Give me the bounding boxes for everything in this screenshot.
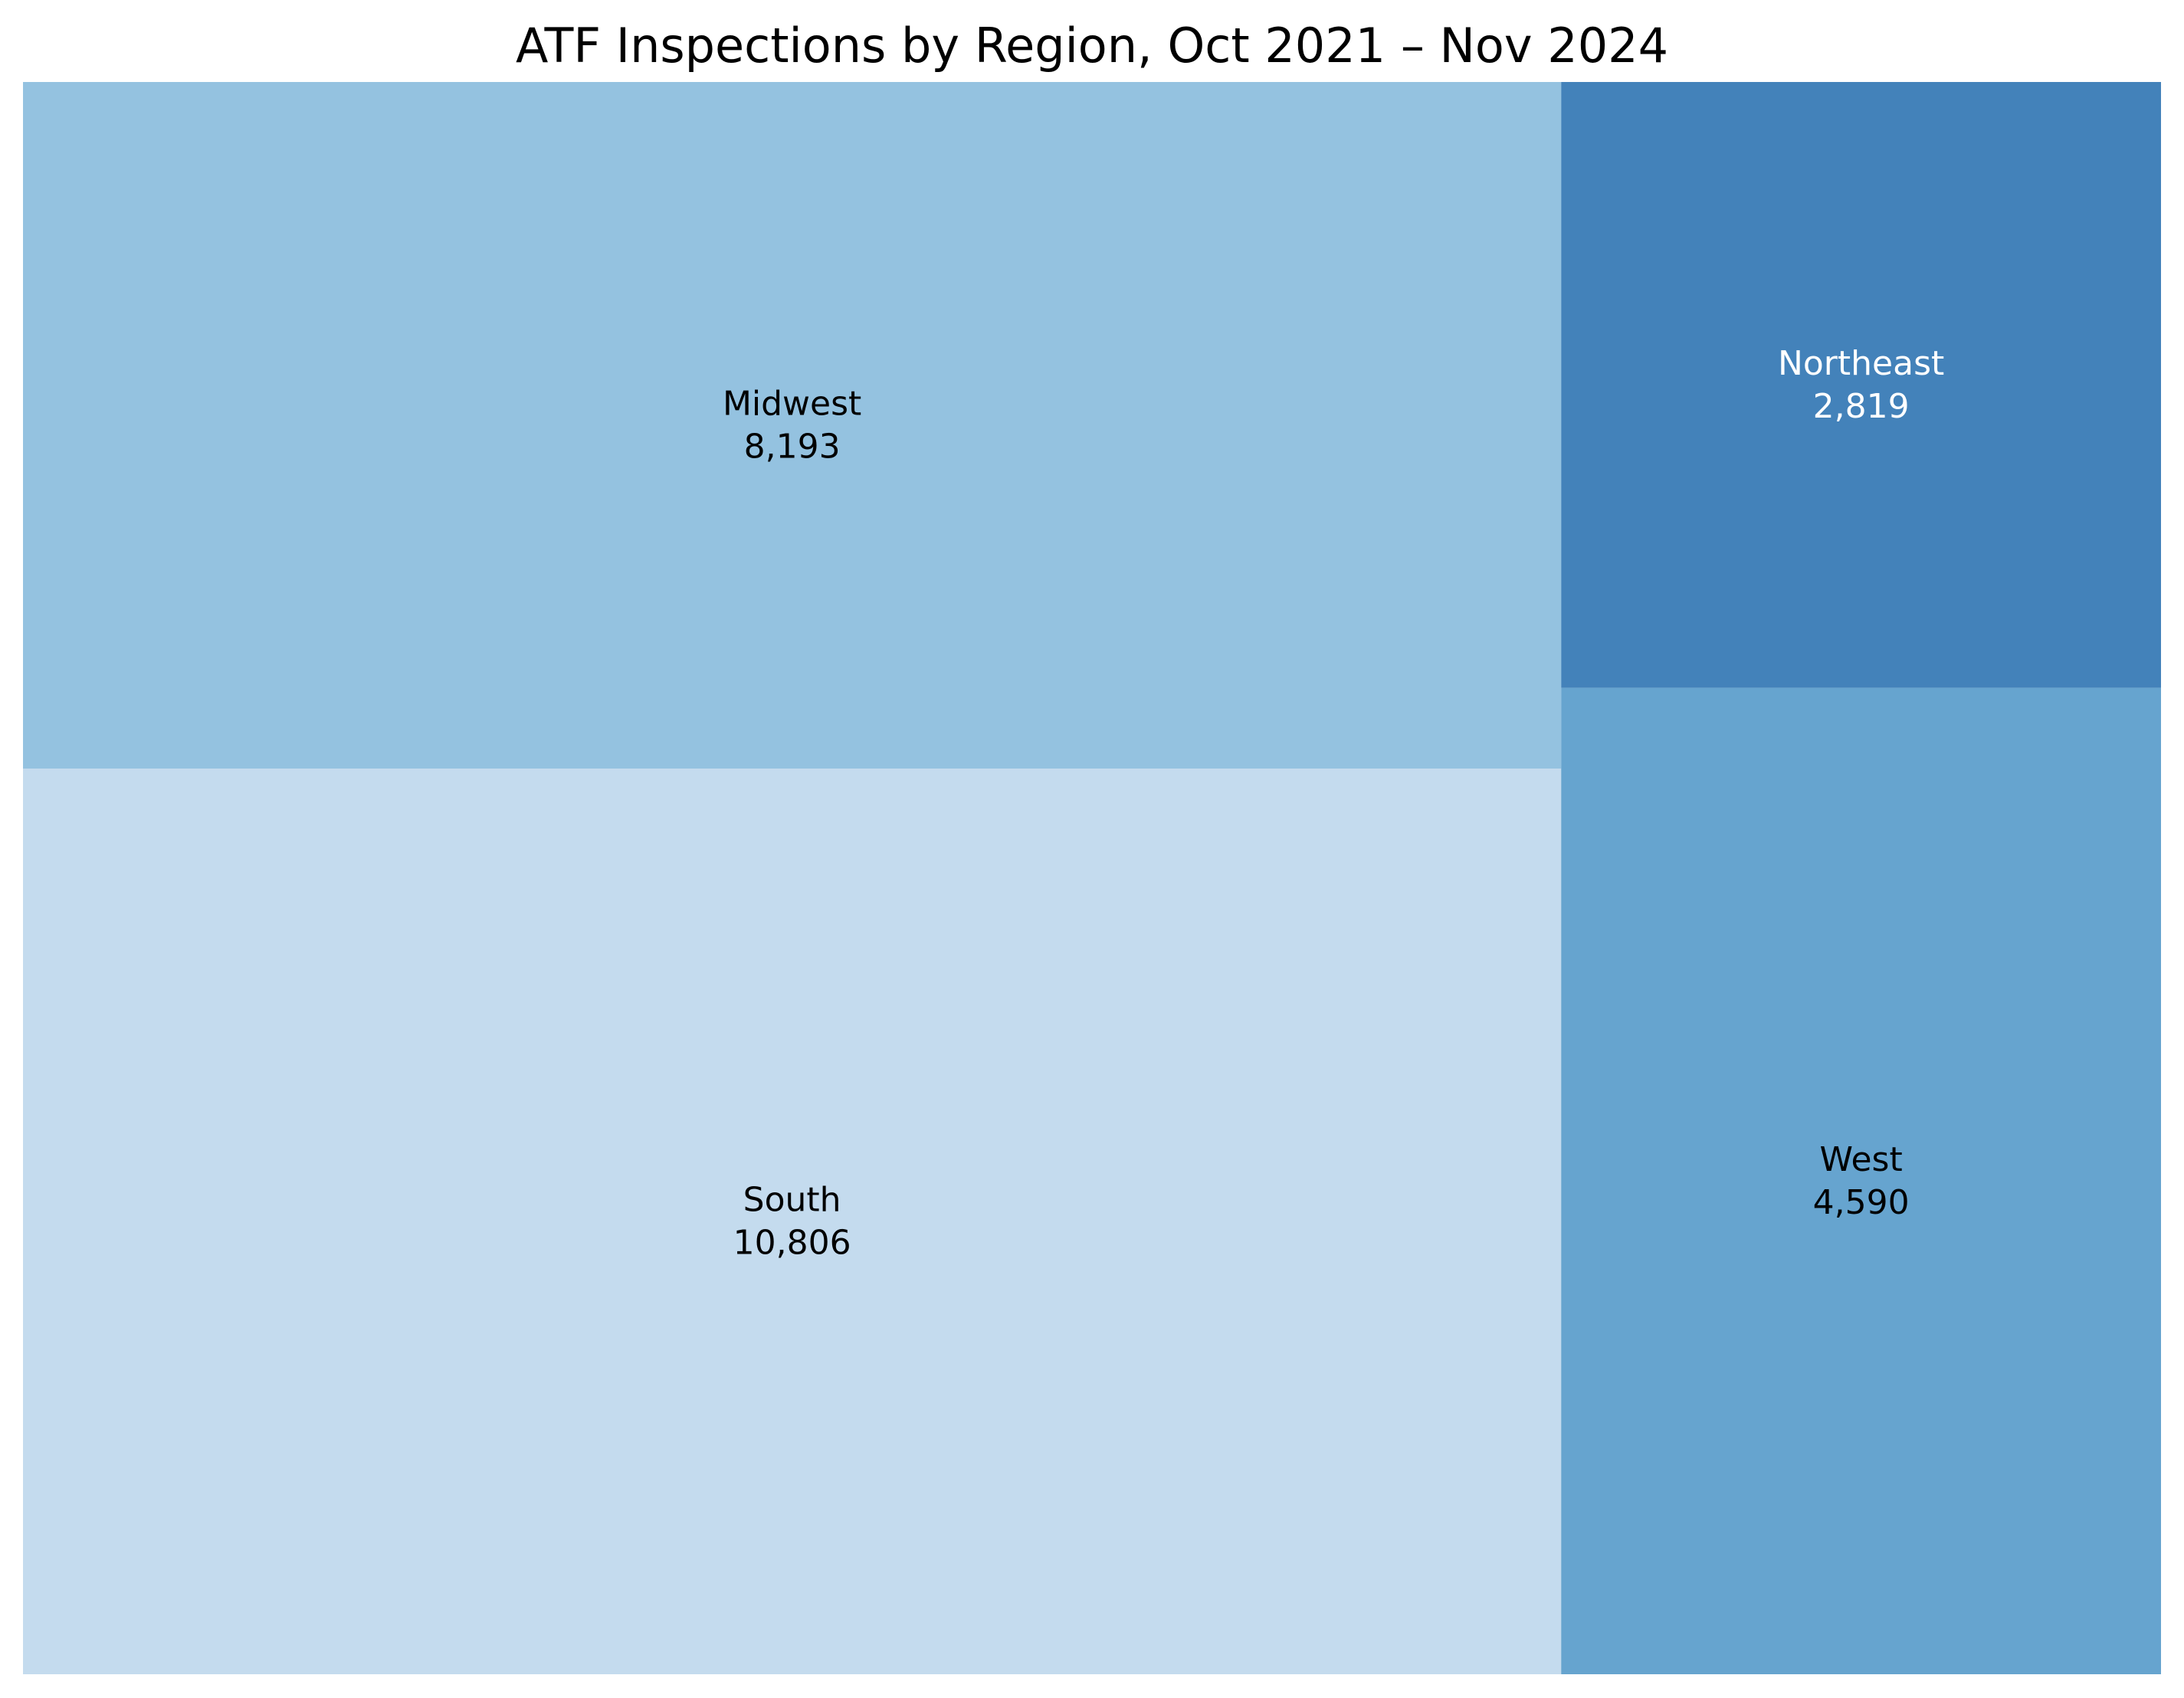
- tile-name-label: Northeast: [1778, 344, 1944, 383]
- tile-value-label: 2,819: [1813, 387, 1910, 426]
- tile-rect-northeast: [1561, 82, 2161, 688]
- tile-name-label: West: [1820, 1140, 1903, 1179]
- tile-midwest: Midwest 8,193: [23, 82, 1562, 769]
- tile-value-label: 4,590: [1813, 1183, 1910, 1222]
- tile-south: South 10,806: [23, 769, 1562, 1674]
- tile-rect-south: [23, 769, 1562, 1674]
- tile-value-label: 10,806: [733, 1224, 851, 1263]
- tile-west: West 4,590: [1561, 687, 2161, 1675]
- tile-name-label: Midwest: [723, 385, 861, 424]
- tile-rect-midwest: [23, 82, 1562, 769]
- chart-title: ATF Inspections by Region, Oct 2021 – No…: [515, 18, 1669, 74]
- tile-name-label: South: [743, 1181, 841, 1220]
- tile-rect-west: [1561, 687, 2161, 1675]
- tile-northeast: Northeast 2,819: [1561, 82, 2161, 688]
- tile-value-label: 8,193: [744, 428, 841, 467]
